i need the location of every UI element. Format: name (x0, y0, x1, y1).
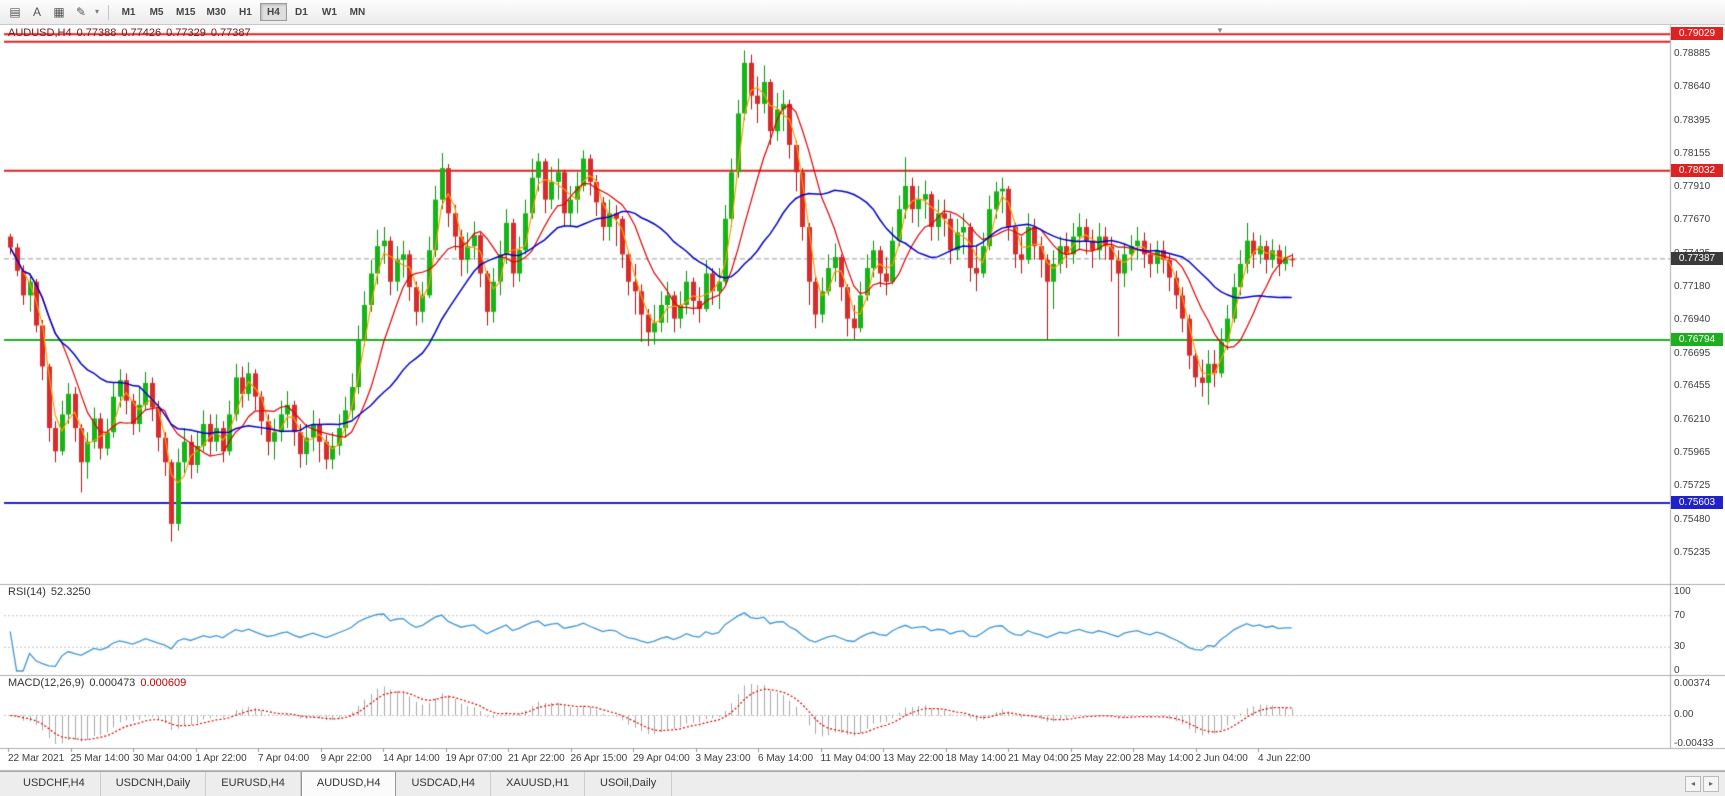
timeframe-button-w1[interactable]: W1 (316, 3, 343, 21)
chart-tab-usoil[interactable]: USOil,Daily (585, 772, 673, 796)
grid-tool-icon[interactable]: ▦ (48, 2, 70, 22)
timeframe-button-m30[interactable]: M30 (201, 3, 230, 21)
tab-scroll-group: ◂ ▸ (1685, 772, 1725, 796)
chart-tab-xauusd[interactable]: XAUUSD,H1 (491, 772, 585, 796)
timeframe-button-mn[interactable]: MN (344, 3, 371, 21)
chart-shift-marker-icon[interactable]: ▼ (1216, 26, 1224, 35)
timeframe-button-h1[interactable]: H1 (232, 3, 259, 21)
chart-tabs: USDCHF,H4 USDCNH,Daily EURUSD,H4 AUDUSD,H4 U… (8, 772, 673, 796)
timeframe-button-m1[interactable]: M1 (115, 3, 142, 21)
timeframe-button-group: M1 M5 M15 M30 H1 H4 D1 W1 MN (115, 3, 371, 21)
timeframe-button-d1[interactable]: D1 (288, 3, 315, 21)
cursor-tool-icon[interactable]: A (26, 2, 48, 22)
chart-tab-usdchf[interactable]: USDCHF,H4 (8, 772, 101, 796)
chart-tab-audusd[interactable]: AUDUSD,H4 (300, 772, 397, 796)
draw-tool-caret-icon[interactable]: ▾ (92, 2, 102, 22)
timeframe-button-m5[interactable]: M5 (143, 3, 170, 21)
chart-tab-usdcad[interactable]: USDCAD,H4 (396, 772, 492, 796)
chart-tab-eurusd[interactable]: EURUSD,H4 (206, 772, 301, 796)
toolbar-separator (108, 4, 110, 20)
chart-tab-usdcnh[interactable]: USDCNH,Daily (101, 772, 207, 796)
tab-scroll-right-button[interactable]: ▸ (1703, 776, 1719, 792)
toolbar-icon-group: ▤ A ▦ ✎ ▾ (4, 2, 102, 22)
toolbar: ▤ A ▦ ✎ ▾ M1 M5 M15 M30 H1 H4 D1 W1 MN (0, 0, 1725, 25)
tab-scroll-left-button[interactable]: ◂ (1685, 776, 1701, 792)
timeframe-button-h4[interactable]: H4 (259, 3, 287, 21)
draw-tool-icon[interactable]: ✎ (70, 2, 92, 22)
timeframe-button-m15[interactable]: M15 (171, 3, 200, 21)
chart-tabs-bar: USDCHF,H4 USDCNH,Daily EURUSD,H4 AUDUSD,H4 U… (0, 771, 1725, 796)
chart-window-icon[interactable]: ▤ (4, 2, 26, 22)
